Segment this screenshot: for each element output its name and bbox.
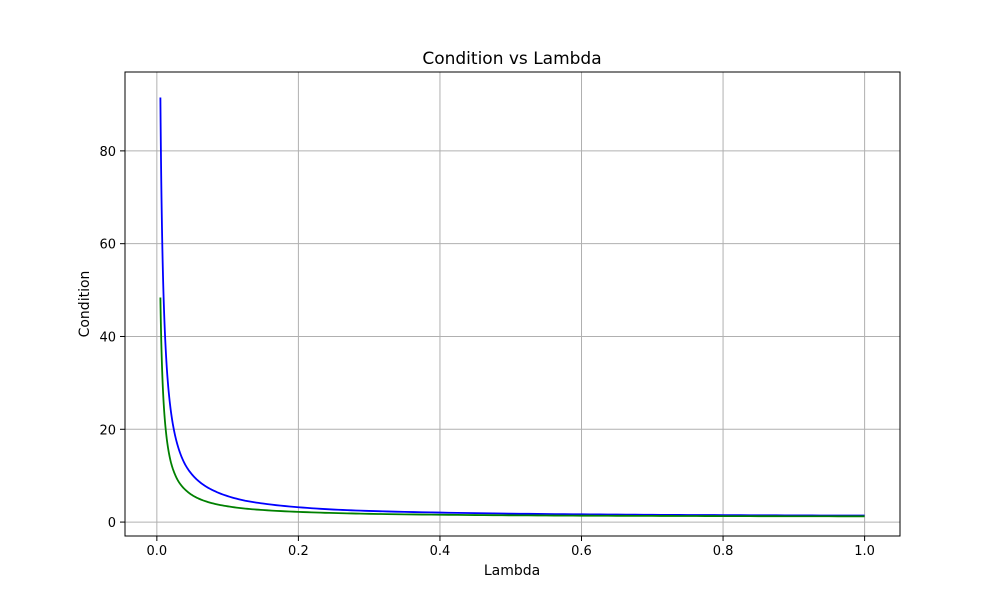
ticks: 0.0 0.2 0.4 0.6 0.8 1.0 0 20 40 60 80 bbox=[99, 145, 875, 559]
y-tick-label: 60 bbox=[99, 238, 116, 253]
series-line-0 bbox=[159, 97, 865, 517]
y-tick-label: 0 bbox=[108, 516, 116, 531]
x-tick-label: 0.8 bbox=[713, 544, 734, 559]
x-tick-label: 0.6 bbox=[571, 544, 592, 559]
y-tick-label: 20 bbox=[99, 423, 116, 438]
y-axis-label: Condition bbox=[77, 271, 93, 338]
plot-frame bbox=[124, 71, 901, 537]
chart-title: Condition vs Lambda bbox=[422, 49, 601, 69]
x-tick-label: 0.2 bbox=[288, 544, 309, 559]
x-tick-label: 0.0 bbox=[147, 544, 168, 559]
series-layer bbox=[159, 97, 865, 518]
x-axis-label: Lambda bbox=[484, 563, 540, 579]
y-tick-label: 40 bbox=[99, 330, 116, 345]
series-line-1 bbox=[159, 297, 865, 518]
x-tick-label: 1.0 bbox=[854, 544, 875, 559]
x-tick-label: 0.4 bbox=[430, 544, 451, 559]
y-tick-label: 80 bbox=[99, 145, 116, 160]
grid bbox=[125, 72, 900, 536]
